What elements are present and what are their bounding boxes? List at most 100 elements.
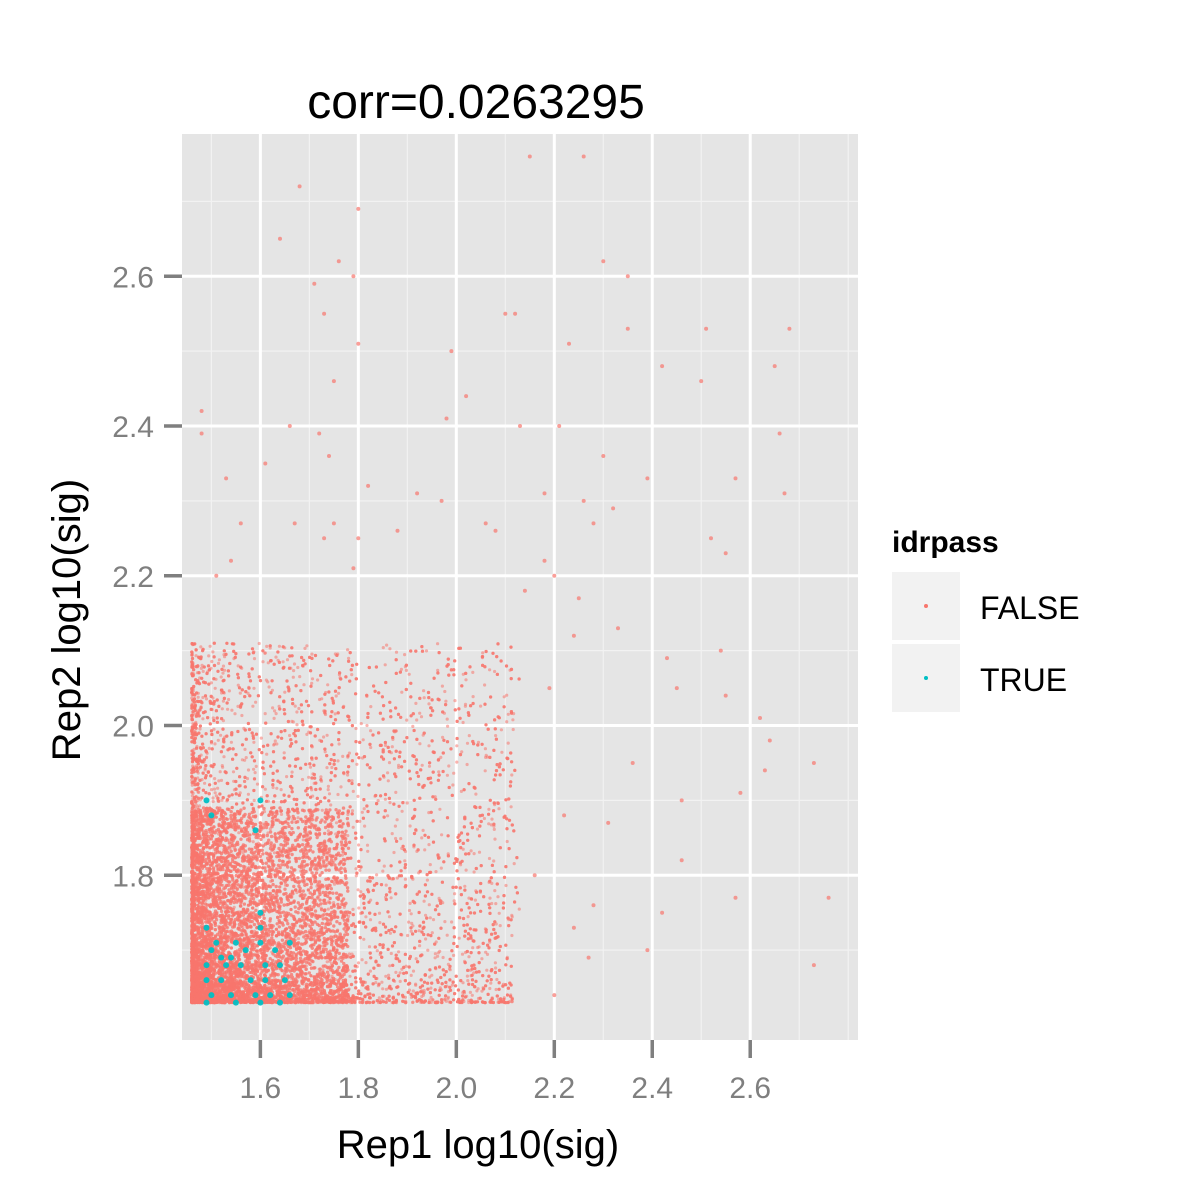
point-false xyxy=(467,955,471,959)
point-false xyxy=(346,648,350,652)
point-false xyxy=(385,643,389,647)
point-false xyxy=(453,699,457,703)
point-false xyxy=(378,921,382,925)
point-false xyxy=(334,694,338,698)
point-false xyxy=(259,736,263,740)
point-false xyxy=(384,883,388,887)
point-false xyxy=(236,683,240,687)
point-false xyxy=(405,718,409,722)
point-false xyxy=(252,767,256,771)
point-false xyxy=(196,776,200,780)
point-false xyxy=(490,881,494,886)
point-false xyxy=(436,954,440,958)
point-false xyxy=(439,755,443,760)
point-false xyxy=(257,641,261,646)
point-false xyxy=(329,803,333,807)
point-false xyxy=(380,980,384,984)
point-false xyxy=(455,760,459,764)
point-false xyxy=(201,669,205,674)
point-false xyxy=(510,915,514,919)
point-false xyxy=(504,883,508,888)
point-false xyxy=(510,933,514,938)
point-false xyxy=(407,920,411,924)
point-false xyxy=(444,699,448,703)
point-false xyxy=(414,957,418,961)
point-false xyxy=(263,787,267,791)
point-false xyxy=(497,807,501,811)
point-false xyxy=(271,785,275,790)
point-false xyxy=(337,742,341,746)
point-false xyxy=(418,944,422,948)
point-false xyxy=(231,770,236,774)
point-false xyxy=(310,652,314,656)
point-false xyxy=(341,754,345,759)
point-false xyxy=(229,740,233,744)
point-false xyxy=(291,675,295,679)
point-false xyxy=(394,836,398,841)
point-false xyxy=(277,644,281,648)
point-false xyxy=(490,901,494,906)
point-false xyxy=(422,689,426,693)
point-false xyxy=(336,792,340,797)
point-false xyxy=(517,907,521,911)
point-false xyxy=(194,654,198,658)
point-false xyxy=(254,764,258,769)
point-false xyxy=(387,915,392,919)
point-false xyxy=(453,892,457,896)
point-false xyxy=(357,843,361,847)
point-false xyxy=(290,719,294,724)
point-false xyxy=(326,784,330,789)
point-false xyxy=(496,895,500,899)
point-false xyxy=(207,654,211,658)
point-false xyxy=(369,705,373,709)
point-false xyxy=(487,822,491,826)
point-false xyxy=(409,929,413,933)
point-false xyxy=(201,695,205,700)
point-false xyxy=(220,798,224,802)
point-false xyxy=(405,801,409,805)
point-false xyxy=(499,728,503,732)
point-false xyxy=(381,869,385,873)
point-false xyxy=(208,644,212,648)
point-false xyxy=(326,829,330,833)
chart-title: corr=0.0263295 xyxy=(307,76,645,129)
point-false xyxy=(493,669,497,674)
point-false xyxy=(397,950,401,954)
point-false xyxy=(252,686,256,690)
point-false xyxy=(423,848,427,852)
point-false xyxy=(347,656,351,661)
point-false xyxy=(418,742,422,746)
point-false xyxy=(199,645,203,649)
point-false xyxy=(334,821,339,825)
point-false xyxy=(500,750,504,754)
point-false xyxy=(210,788,214,792)
point-false xyxy=(390,832,394,836)
point-false xyxy=(364,961,368,965)
point-false xyxy=(441,955,445,960)
point-false xyxy=(443,920,447,924)
point-false xyxy=(268,646,272,650)
point-false xyxy=(438,949,442,954)
point-false xyxy=(388,801,392,805)
point-false xyxy=(399,837,403,841)
point-false xyxy=(290,770,294,774)
point-false xyxy=(465,741,470,745)
point-false xyxy=(270,688,274,692)
point-false xyxy=(272,851,277,855)
point-false xyxy=(407,672,411,676)
point-false xyxy=(296,665,300,670)
point-false xyxy=(196,695,200,699)
point-false xyxy=(431,918,436,922)
point-false xyxy=(452,771,456,775)
point-false xyxy=(470,993,474,997)
point-false xyxy=(211,796,215,800)
point-false xyxy=(429,986,433,990)
point-false xyxy=(467,896,471,900)
point-false xyxy=(415,718,419,722)
point-false xyxy=(285,775,289,779)
point-false xyxy=(310,681,314,685)
point-false xyxy=(339,785,343,789)
point-false xyxy=(316,678,320,682)
point-false xyxy=(418,711,422,715)
